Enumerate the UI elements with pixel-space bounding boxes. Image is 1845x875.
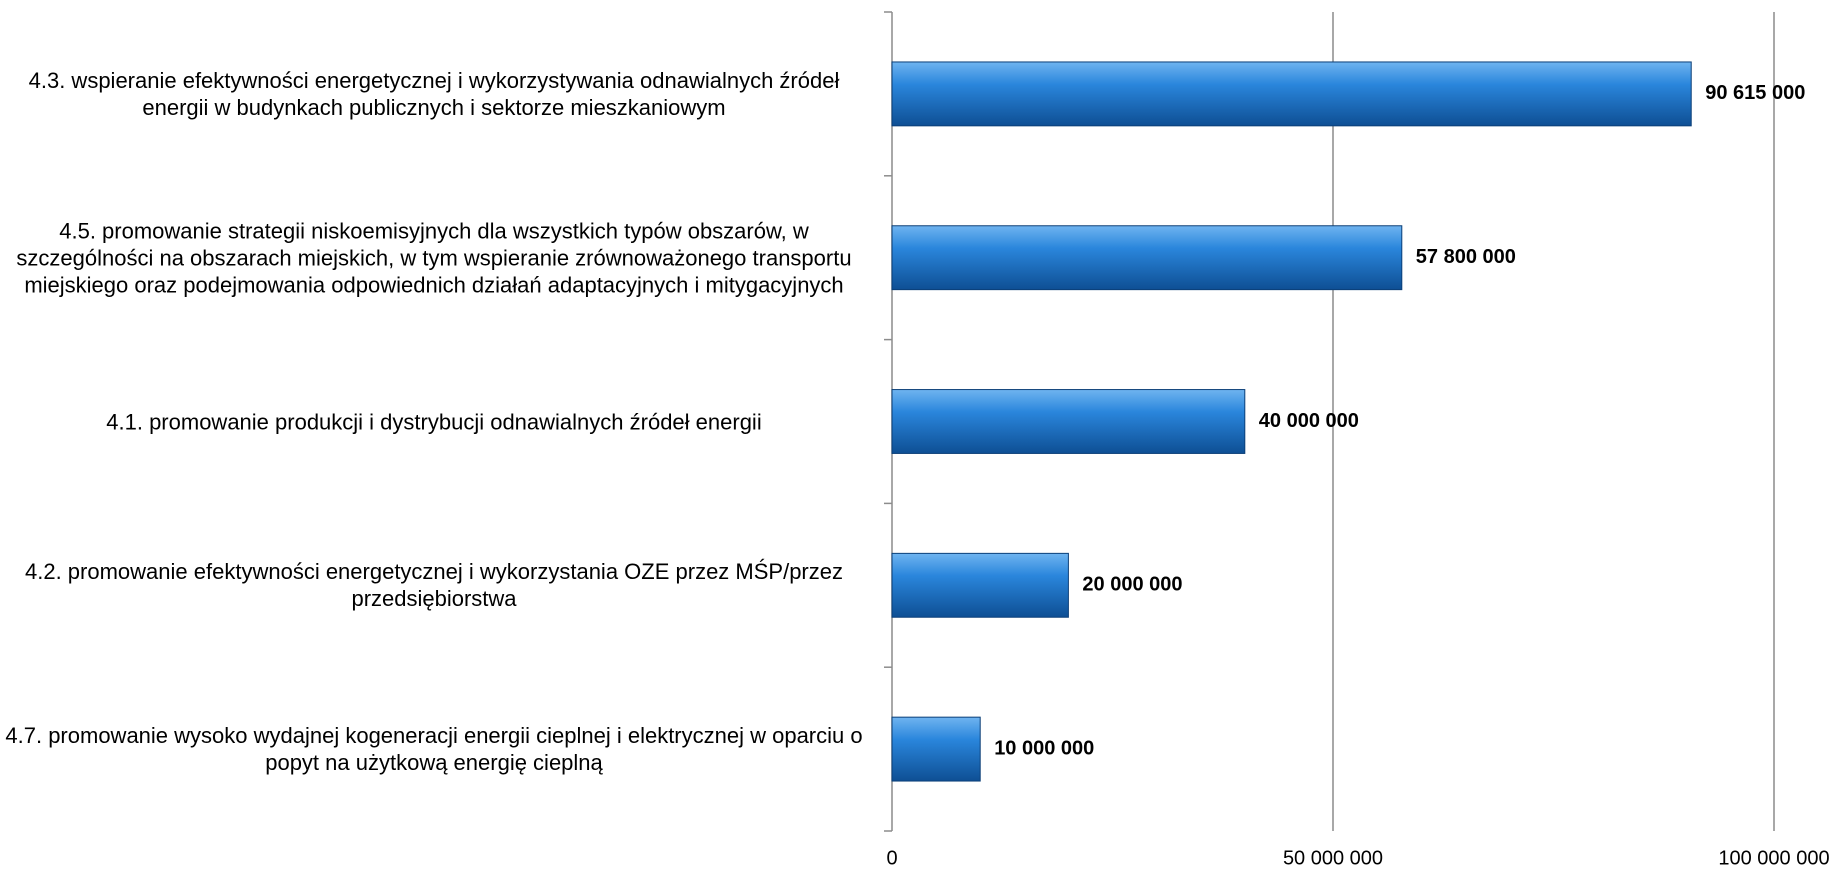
value-label: 57 800 000 [1416, 246, 1516, 268]
bar [891, 552, 1069, 618]
category-label: 4.7. promowanie wysoko wydajnej kogenera… [5, 723, 863, 776]
x-tick-label: 50 000 000 [1283, 847, 1383, 869]
value-label: 90 615 000 [1705, 82, 1805, 104]
category-label: 4.2. promowanie efektywności energetyczn… [25, 559, 843, 612]
x-tick-label: 0 [886, 847, 897, 869]
bar [891, 716, 981, 782]
bar [891, 61, 1692, 127]
x-tick-label: 100 000 000 [1718, 847, 1829, 869]
bar [891, 389, 1246, 454]
category-label: 4.5. promowanie strategii niskoemisyjnyc… [16, 218, 852, 298]
bar [891, 225, 1403, 291]
category-label: 4.3. wspieranie efektywności energetyczn… [28, 67, 840, 120]
category-label: 4.1. promowanie produkcji i dystrybucji … [106, 409, 762, 434]
value-label: 20 000 000 [1082, 574, 1182, 596]
value-label: 40 000 000 [1259, 410, 1359, 432]
value-label: 10 000 000 [994, 737, 1094, 759]
